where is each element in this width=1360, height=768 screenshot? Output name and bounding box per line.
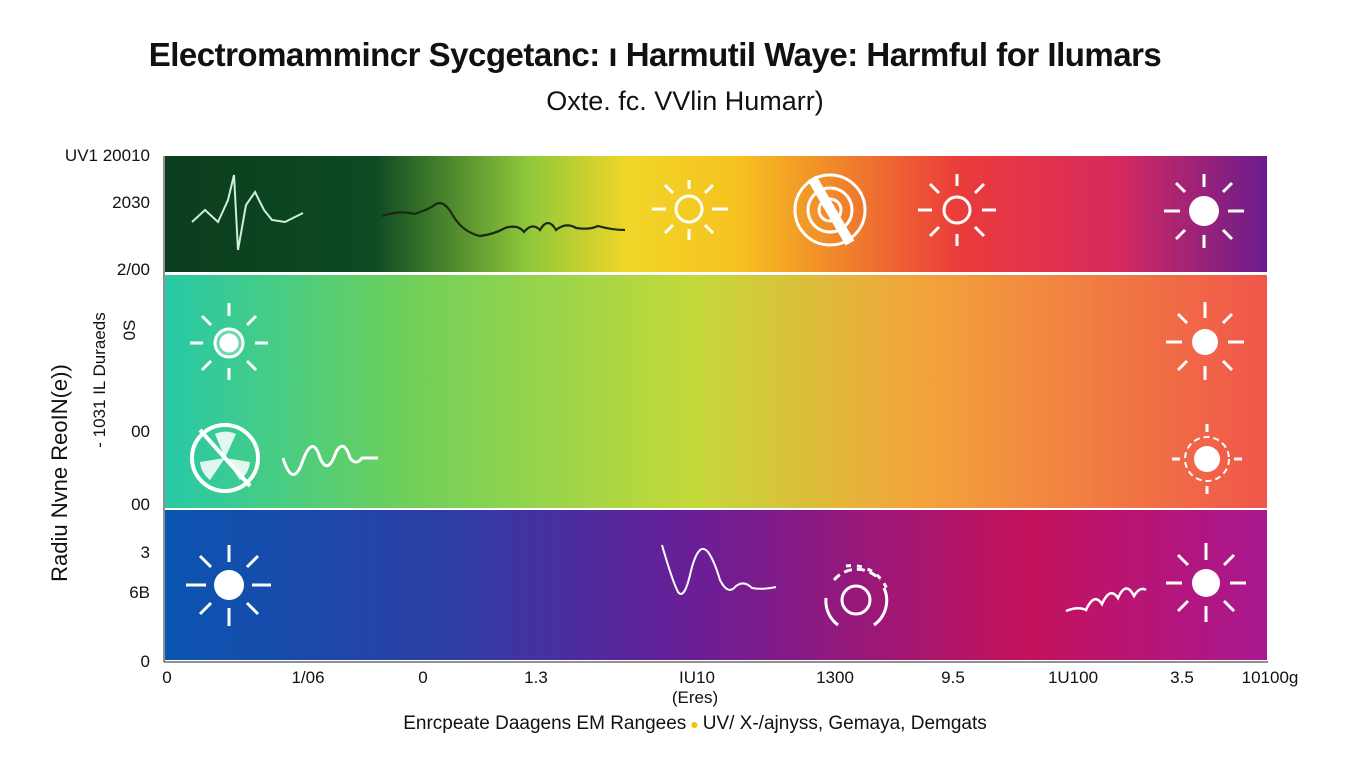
legend-dot-icon: ● (690, 715, 699, 732)
radiation-shield-icon (793, 173, 867, 247)
legend-text-left: Enrcpeate Daagens EM Rangees (403, 713, 687, 734)
rising-wave-icon (1065, 587, 1147, 613)
x-tick-label: 0 (418, 668, 428, 687)
radiation-symbol-icon (190, 423, 260, 493)
y-tick-label: 00 (131, 422, 150, 441)
sun-icon (190, 303, 268, 380)
x-tick-label: 9.5 (941, 668, 965, 687)
chart-subtitle: Oxte. fc. VVlin Humarr) (546, 86, 824, 116)
sun-icon (1166, 543, 1246, 622)
sun-icon (186, 545, 271, 626)
y-axis-label-secondary: - 1031 IL Duraeds (90, 312, 109, 448)
sun-icon (918, 174, 996, 246)
band-top (165, 156, 1267, 272)
y-tick-label: 00 (131, 495, 150, 514)
x-tick-label: IU10 (679, 668, 715, 687)
sun-icon (1166, 302, 1244, 380)
band-middle (165, 275, 1267, 508)
y-axis-label-tertiary: 0S (120, 319, 139, 341)
x-tick-label: 1U100 (1047, 668, 1099, 687)
wave-icon (281, 444, 378, 476)
legend-text-right: UV/ X-/ajnyss, Gemaya, Demgats (702, 713, 987, 734)
radiation-rings-icon (824, 564, 890, 627)
y-tick-label: 6B (129, 583, 150, 602)
x-axis-label: (Eres) (671, 688, 719, 707)
x-tick-label: 0 (162, 668, 172, 687)
y-tick-label: 2030 (112, 193, 150, 212)
sun-icon (1164, 174, 1244, 248)
y-tick-label: 0 (140, 652, 150, 671)
y-axis-label: Radiu Nvne ReoIN(e)) (47, 364, 72, 582)
pulse-wave-icon (661, 544, 777, 595)
heartbeat-wave-icon (191, 174, 304, 251)
y-tick-label: 3 (140, 543, 150, 562)
x-tick-label: 1/06 (291, 668, 325, 687)
x-tick-label: 3.5 (1170, 668, 1194, 687)
legend: Enrcpeate Daagens EM Rangees ● UV/ X-/ajny… (0, 713, 1360, 735)
squiggle-wave-icon (381, 202, 626, 238)
band-bottom (165, 510, 1267, 660)
x-tick-label: 1.3 (524, 668, 548, 687)
x-tick-label: 1300 (816, 668, 854, 687)
y-tick-label: 2/00 (116, 260, 150, 279)
chart-title: Electromammincr Sycgetanc: ı Harmutil Wa… (148, 36, 1162, 73)
x-tick-label: 10100g (1241, 668, 1299, 687)
sun-icon (1172, 424, 1242, 494)
y-tick-label: UV1 20010 (64, 146, 150, 165)
sun-icon (652, 180, 728, 240)
